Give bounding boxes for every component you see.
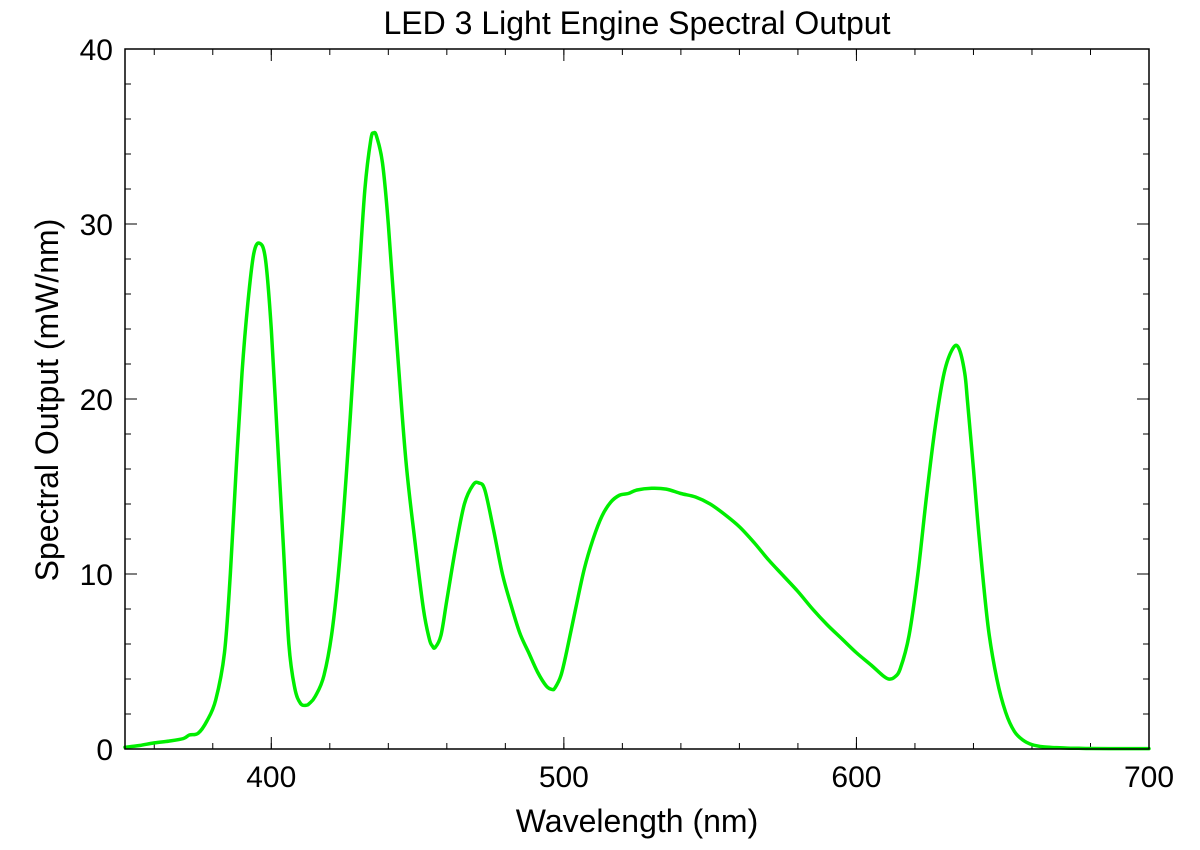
- x-tick-label: 600: [831, 761, 881, 794]
- x-tick-label: 400: [246, 761, 296, 794]
- plot-frame: [124, 48, 1150, 750]
- y-axis-title: Spectral Output (mW/nm): [29, 219, 65, 582]
- x-axis-title: Wavelength (nm): [516, 803, 758, 839]
- y-tick-label: 0: [96, 734, 113, 767]
- y-tick-label: 30: [80, 209, 113, 242]
- axis-ticks: 400 500 600 700 0 10 20 30 40: [80, 34, 1174, 794]
- y-tick-label: 20: [80, 384, 113, 417]
- x-tick-label: 500: [539, 761, 589, 794]
- y-tick-label: 10: [80, 559, 113, 592]
- y-tick-label: 40: [80, 34, 113, 67]
- x-tick-label: 700: [1124, 761, 1174, 794]
- spectral-output-line: [123, 130, 1151, 751]
- chart-title: LED 3 Light Engine Spectral Output: [384, 5, 891, 41]
